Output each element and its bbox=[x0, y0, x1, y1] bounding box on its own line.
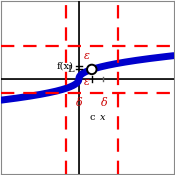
Text: f(x): f(x) bbox=[57, 62, 74, 71]
Text: L: L bbox=[67, 65, 74, 74]
Text: δ: δ bbox=[76, 98, 82, 108]
Text: δ: δ bbox=[101, 98, 108, 108]
Text: ε: ε bbox=[84, 51, 90, 61]
Text: x: x bbox=[100, 113, 105, 122]
Text: ε: ε bbox=[84, 78, 90, 88]
Circle shape bbox=[87, 65, 97, 74]
Text: c: c bbox=[89, 113, 95, 122]
